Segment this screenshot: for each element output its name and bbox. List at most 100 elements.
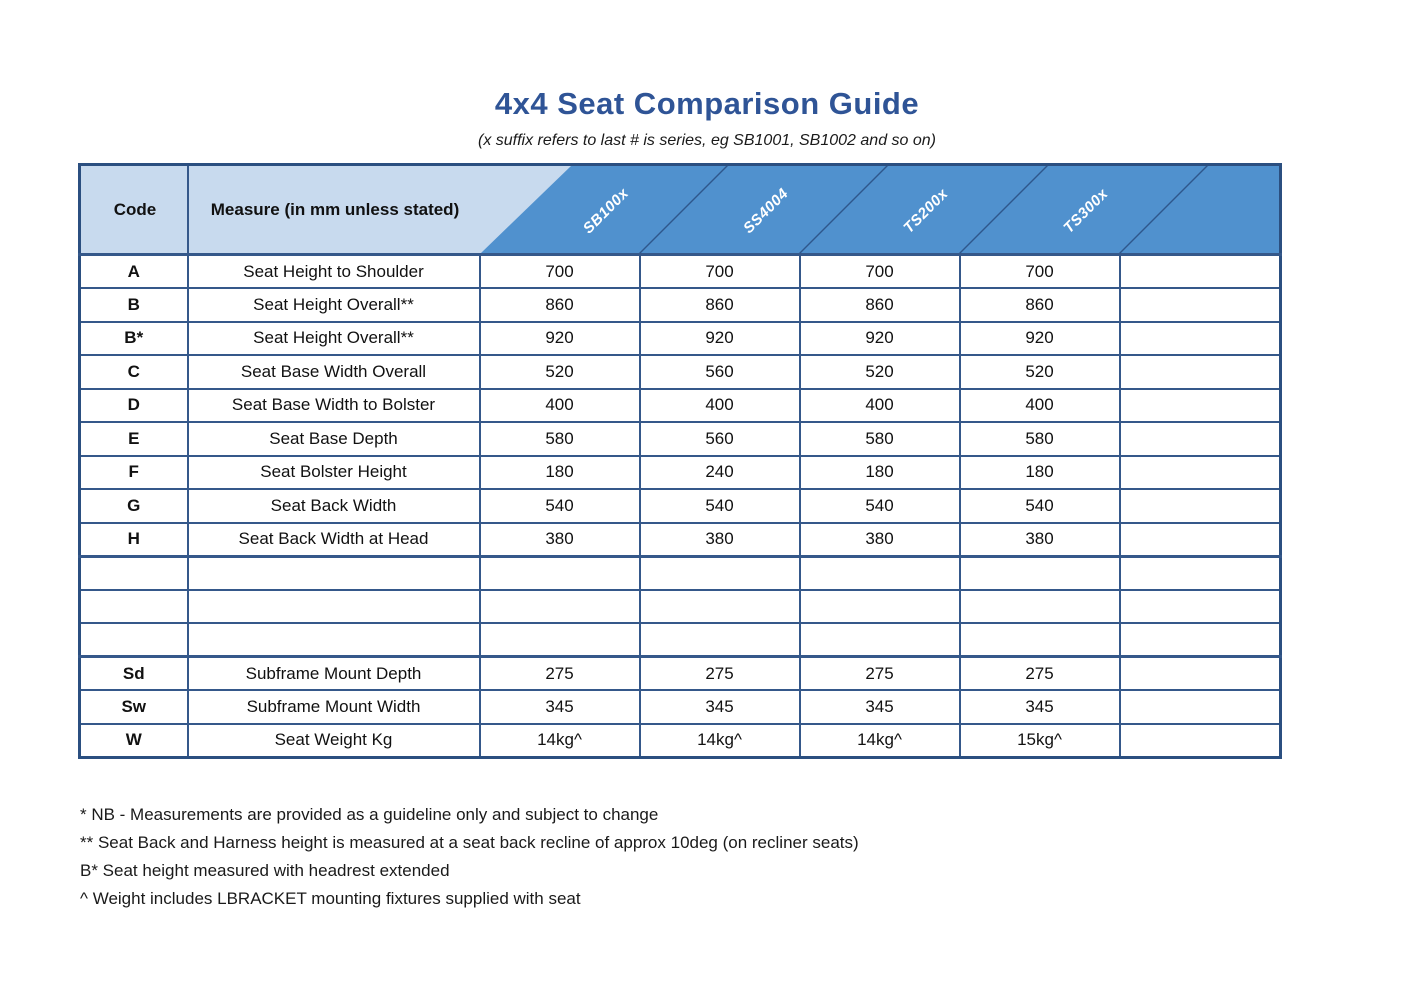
footnote: * NB - Measurements are provided as a gu… (80, 804, 659, 824)
table-row: H Seat Back Width at Head 380 380 380 38… (78, 521, 1282, 557)
cell-code: Sd (78, 655, 189, 691)
cell-code: B (78, 287, 189, 323)
cell-value: 860 (958, 287, 1121, 323)
product-column-label: TS200x (900, 185, 952, 237)
comparison-table: Code Measure (in mm unless stated) SB100… (78, 163, 1283, 759)
cell-code (78, 554, 189, 591)
cell-value: 540 (638, 488, 801, 524)
cell-value: 14kg^ (638, 722, 801, 758)
cell-code: E (78, 421, 189, 457)
cell-value (958, 622, 1121, 658)
cell-value: 920 (638, 320, 801, 356)
cell-value (1118, 722, 1282, 758)
diagonal-divider (639, 166, 728, 252)
cell-value: 240 (638, 454, 801, 490)
cell-value: 380 (798, 521, 961, 557)
cell-value: 400 (638, 387, 801, 423)
cell-value (798, 622, 961, 658)
cell-value: 560 (638, 421, 801, 457)
cell-value: 560 (638, 354, 801, 390)
cell-value: 540 (958, 488, 1121, 524)
cell-value: 700 (478, 253, 641, 289)
cell-value (1118, 421, 1282, 457)
cell-value: 860 (798, 287, 961, 323)
table-row: D Seat Base Width to Bolster 400 400 400… (78, 387, 1282, 423)
cell-measure: Seat Base Width to Bolster (186, 387, 481, 423)
cell-value: 700 (638, 253, 801, 289)
table-row: F Seat Bolster Height 180 240 180 180 (78, 454, 1282, 490)
cell-value: 400 (798, 387, 961, 423)
cell-value (1118, 287, 1282, 323)
cell-value: 540 (478, 488, 641, 524)
table-row: Sw Subframe Mount Width 345 345 345 345 (78, 689, 1282, 725)
diagonal-divider (959, 166, 1048, 252)
header-column-divider (187, 166, 189, 252)
product-column-label: TS300x (1060, 185, 1112, 237)
cell-measure: Seat Base Depth (186, 421, 481, 457)
footnote: ** Seat Back and Harness height is measu… (80, 832, 859, 852)
cell-value (1118, 655, 1282, 691)
cell-value: 345 (478, 689, 641, 725)
cell-value: 700 (798, 253, 961, 289)
table-row (78, 588, 1282, 624)
cell-value (1118, 554, 1282, 591)
table-header-band: Code Measure (in mm unless stated) SB100… (78, 163, 1282, 256)
cell-value (798, 554, 961, 591)
cell-value (478, 622, 641, 658)
header-light-parallelogram (81, 166, 572, 252)
cell-value (478, 588, 641, 624)
cell-value (1118, 454, 1282, 490)
table-row: B Seat Height Overall** 860 860 860 860 (78, 287, 1282, 323)
table-row: C Seat Base Width Overall 520 560 520 52… (78, 354, 1282, 390)
cell-value: 15kg^ (958, 722, 1121, 758)
code-column-header: Code (113, 199, 157, 219)
cell-value: 180 (798, 454, 961, 490)
diagonal-divider (1119, 166, 1208, 252)
cell-measure: Subframe Mount Depth (186, 655, 481, 691)
cell-value: 180 (958, 454, 1121, 490)
cell-value: 580 (958, 421, 1121, 457)
cell-code: G (78, 488, 189, 524)
cell-value (958, 588, 1121, 624)
cell-value (1118, 354, 1282, 390)
table-row (78, 622, 1282, 658)
cell-value: 700 (958, 253, 1121, 289)
cell-value (1118, 488, 1282, 524)
cell-value (798, 588, 961, 624)
cell-measure: Seat Back Width (186, 488, 481, 524)
footnote: B* Seat height measured with headrest ex… (80, 860, 450, 880)
cell-value: 520 (958, 354, 1121, 390)
cell-measure: Subframe Mount Width (186, 689, 481, 725)
table-row: E Seat Base Depth 580 560 580 580 (78, 421, 1282, 457)
cell-value: 580 (798, 421, 961, 457)
cell-value: 540 (798, 488, 961, 524)
cell-measure (186, 588, 481, 624)
cell-value (1118, 320, 1282, 356)
cell-measure (186, 554, 481, 591)
cell-value: 345 (638, 689, 801, 725)
cell-value: 380 (638, 521, 801, 557)
cell-value: 920 (798, 320, 961, 356)
cell-value (1118, 689, 1282, 725)
cell-value (478, 554, 641, 591)
measure-column-header: Measure (in mm unless stated) (210, 199, 460, 219)
cell-value: 180 (478, 454, 641, 490)
cell-value: 14kg^ (478, 722, 641, 758)
cell-code: B* (78, 320, 189, 356)
cell-value (638, 588, 801, 624)
cell-value (638, 622, 801, 658)
product-column-label: SS4004 (740, 185, 792, 237)
cell-code: D (78, 387, 189, 423)
footnotes: * NB - Measurements are provided as a gu… (80, 805, 1414, 909)
cell-value (1118, 253, 1282, 289)
page-subtitle: (x suffix refers to last # is series, eg… (477, 132, 936, 149)
cell-measure: Seat Bolster Height (186, 454, 481, 490)
cell-measure (186, 622, 481, 658)
cell-value (638, 554, 801, 591)
cell-measure: Seat Height Overall** (186, 287, 481, 323)
cell-measure: Seat Height Overall** (186, 320, 481, 356)
cell-measure: Seat Back Width at Head (186, 521, 481, 557)
cell-code (78, 622, 189, 658)
cell-measure: Seat Weight Kg (186, 722, 481, 758)
